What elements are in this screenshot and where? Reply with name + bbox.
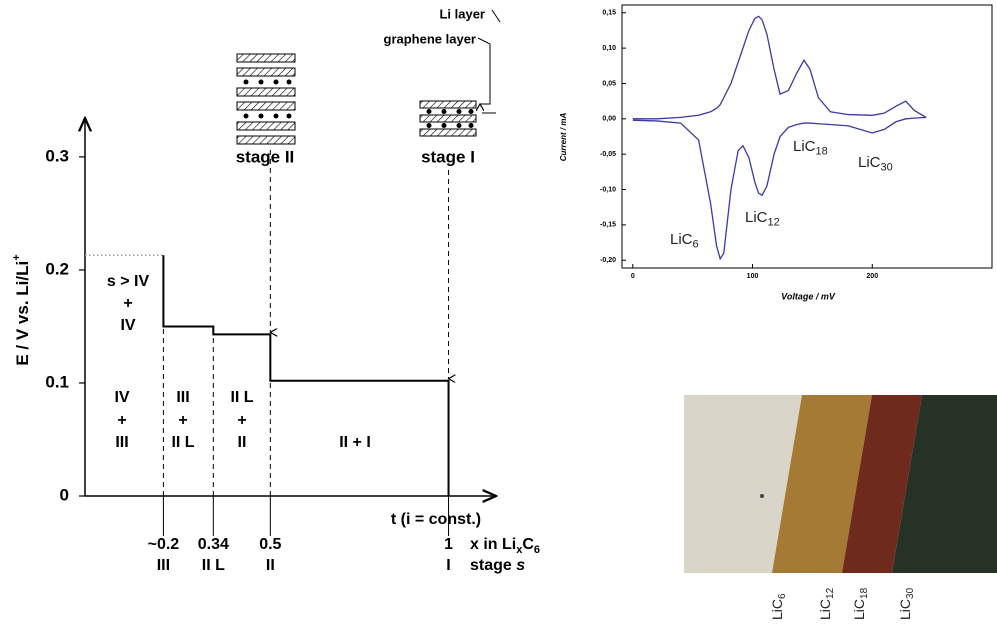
photo-label-sub: 12 <box>825 587 836 599</box>
peak-label-main: LiC <box>670 231 693 248</box>
region-label: IV <box>120 317 135 334</box>
peak-label-main: LiC <box>858 154 881 171</box>
stage-i-icon <box>419 100 477 137</box>
layer-label: Li layer <box>439 6 485 21</box>
layer-leaders <box>478 9 501 114</box>
x-tick-label: 100 <box>747 273 759 280</box>
y-tick-label: 0,10 <box>602 45 616 52</box>
y-tick-label: 0,05 <box>602 80 616 87</box>
stage-label: II L <box>202 557 225 574</box>
electrode-photo <box>684 395 997 573</box>
y-tick-label: 0,15 <box>602 10 616 17</box>
y-axis-label: Current / mA <box>559 113 568 162</box>
region-label: III <box>115 434 128 451</box>
y-label-sup: + <box>11 254 23 260</box>
region-label: II <box>238 434 247 451</box>
stage-s-label: stage s <box>470 557 525 574</box>
xl-sub: x <box>516 544 523 556</box>
stage-name: stage II <box>236 147 295 166</box>
region-label: + <box>237 412 246 429</box>
photo-label-main: LiC <box>897 599 913 620</box>
stage-ii-icon <box>236 53 296 145</box>
photo-label-sub: 18 <box>859 587 870 599</box>
photo-label: LiC18 <box>851 587 870 620</box>
xl-sub: 6 <box>534 544 540 556</box>
region-label: s > IV <box>107 273 150 290</box>
y-tick-label: 0.3 <box>45 146 69 165</box>
peak-label-main: LiC <box>745 209 768 226</box>
peak-label: LiC30 <box>858 154 893 173</box>
y-tick-label: 0.1 <box>45 372 69 391</box>
x-axis-label: t (i = const.) <box>391 511 481 528</box>
x-composition-label: x in LixC6 <box>470 536 540 556</box>
y-tick-label: 0 <box>60 485 69 504</box>
cv-curve <box>632 116 927 261</box>
xl-part: x in Li <box>470 536 516 553</box>
y-tick-label: 0.2 <box>45 259 69 278</box>
peak-label: LiC12 <box>745 209 780 228</box>
y-tick-label: -0,10 <box>600 186 616 193</box>
stage-name: stage I <box>421 147 475 166</box>
photo-label-main: LiC <box>769 599 785 620</box>
photo-label-main: LiC <box>851 599 867 620</box>
y-label-main: E / V vs. Li/Li <box>13 261 32 366</box>
region-label: II L <box>171 434 194 451</box>
stage-label: II <box>266 557 275 574</box>
x-tick-label: 200 <box>866 273 878 280</box>
y-tick-label: 0,00 <box>602 116 616 123</box>
region-label: II + I <box>339 434 371 451</box>
photo-label: LiC12 <box>817 587 836 620</box>
y-tick-label: -0,15 <box>600 222 616 229</box>
cv-curve <box>632 15 927 120</box>
photo-label-main: LiC <box>817 599 833 620</box>
photo-label-sub: 30 <box>905 587 916 599</box>
peak-label-sub: 30 <box>881 161 893 173</box>
step-line <box>162 255 450 496</box>
sl-part: stage <box>470 557 516 574</box>
peak-label: LiC6 <box>670 231 699 250</box>
peak-label-sub: 12 <box>768 216 780 228</box>
stage-label: III <box>157 557 170 574</box>
stage-label: I <box>446 557 450 574</box>
y-tick-label: -0,20 <box>600 257 616 264</box>
x-tick-label: 1 <box>444 536 453 553</box>
layer-label: graphene layer <box>384 31 477 46</box>
x-tick-label: ~0.2 <box>148 536 180 553</box>
plot-frame <box>621 4 993 269</box>
photo-label-sub: 6 <box>777 593 788 599</box>
x-tick-label: 0 <box>631 273 635 280</box>
xl-part: C <box>522 536 534 553</box>
region-label: IV <box>114 389 129 406</box>
y-axis-label: E / V vs. Li/Li+ <box>11 254 33 365</box>
region-label: + <box>123 295 132 312</box>
region-label: III <box>176 389 189 406</box>
peak-label: LiC18 <box>793 138 828 157</box>
x-tick-label: 0.5 <box>259 536 281 553</box>
region-label: + <box>178 412 187 429</box>
peak-label-sub: 18 <box>816 145 828 157</box>
photo-label: LiC6 <box>769 593 788 620</box>
photo-label: LiC30 <box>897 587 916 620</box>
y-tick-label: -0,05 <box>600 151 616 158</box>
peak-label-main: LiC <box>793 138 816 155</box>
region-label: + <box>117 412 126 429</box>
peak-label-sub: 6 <box>693 238 699 250</box>
region-label: II L <box>230 389 253 406</box>
x-axis-label: Voltage / mV <box>781 291 836 301</box>
x-tick-label: 0.34 <box>198 536 229 553</box>
sl-italic: s <box>516 557 525 574</box>
